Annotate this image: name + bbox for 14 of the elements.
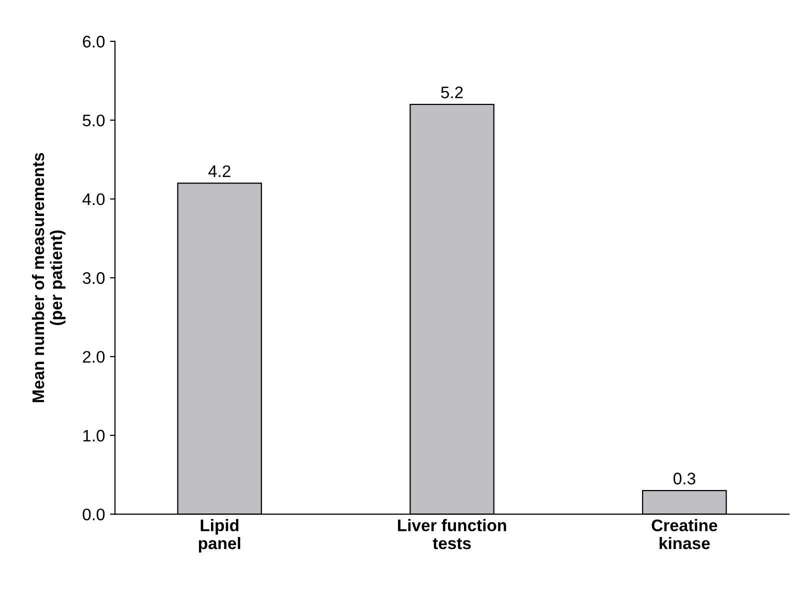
y-tick-label: 2.0 bbox=[82, 350, 105, 363]
data-label: 0.3 bbox=[674, 472, 696, 484]
x-tick-label: Creatine kinase bbox=[652, 519, 718, 550]
y-axis-title: Mean number of measurements (per patient) bbox=[32, 152, 66, 402]
y-tick-label: 5.0 bbox=[82, 114, 105, 126]
data-label: 5.2 bbox=[441, 86, 463, 98]
x-tick-label: Liver function tests bbox=[398, 519, 506, 550]
y-tick-label: 3.0 bbox=[82, 272, 105, 284]
x-tick-label: Lipid panel bbox=[198, 519, 240, 553]
y-tick-label: 0.0 bbox=[82, 508, 105, 520]
y-tick-label: 6.0 bbox=[82, 36, 105, 48]
y-tick-label: 4.0 bbox=[82, 193, 105, 206]
data-label: 4.2 bbox=[208, 165, 230, 177]
y-tick-label: 1.0 bbox=[83, 430, 105, 442]
